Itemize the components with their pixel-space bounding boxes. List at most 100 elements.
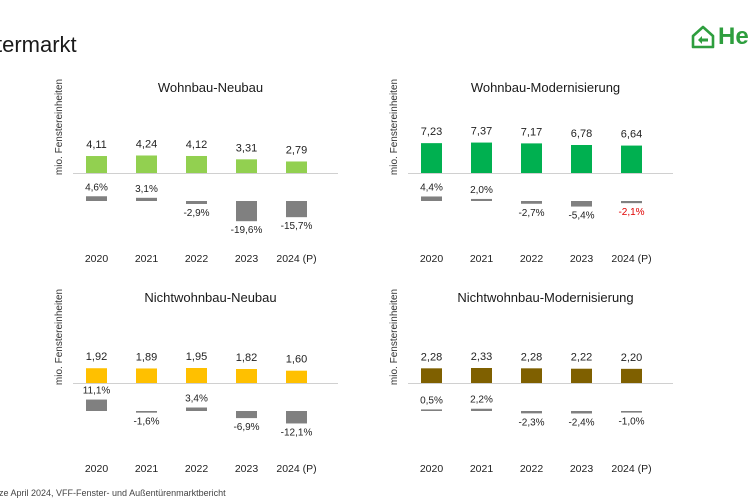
- volume-label: 2,20: [621, 352, 642, 364]
- change-label: -15,7%: [281, 221, 313, 232]
- change-label: 2,0%: [470, 185, 493, 196]
- change-label: -5,4%: [568, 211, 594, 222]
- chart-nichtwohnbau-modernisierung: Nichtwohnbau-Modernisierung mio. Fenstere…: [385, 285, 675, 485]
- volume-bar: [421, 143, 442, 173]
- volume-label: 7,23: [421, 126, 442, 138]
- change-bar: [86, 196, 107, 201]
- volume-label: 1,95: [186, 351, 207, 363]
- volume-label: 7,17: [521, 126, 542, 138]
- category-label: 2020: [420, 253, 444, 265]
- change-bar: [286, 411, 307, 424]
- volume-bar: [571, 368, 592, 383]
- category-label: 2021: [470, 253, 494, 265]
- volume-bar: [521, 143, 542, 173]
- category-label: 2024 (P): [611, 253, 651, 265]
- volume-label: 4,24: [136, 138, 157, 150]
- volume-bar: [471, 368, 492, 383]
- category-label: 2023: [570, 463, 594, 475]
- volume-label: 1,89: [136, 351, 157, 363]
- volume-bar: [236, 369, 257, 383]
- chart-title: Wohnbau-Modernisierung: [471, 80, 620, 95]
- change-label: 3,4%: [185, 393, 208, 404]
- y-axis-label: mio. Fenstereinheiten: [389, 79, 400, 175]
- change-bar: [236, 201, 257, 222]
- volume-bar: [136, 368, 157, 383]
- category-label: 2022: [520, 463, 544, 475]
- volume-bar: [421, 368, 442, 383]
- volume-label: 2,22: [571, 352, 592, 364]
- change-bar: [571, 411, 592, 414]
- volume-label: 3,31: [236, 142, 257, 154]
- volume-label: 1,60: [286, 354, 307, 366]
- category-label: 2024 (P): [276, 463, 316, 475]
- y-axis-label: mio. Fenstereinheiten: [389, 289, 400, 385]
- change-label: -2,9%: [183, 208, 209, 219]
- change-bar: [186, 407, 207, 411]
- volume-label: 2,28: [521, 351, 542, 363]
- change-bar: [136, 411, 157, 413]
- change-bar: [236, 411, 257, 419]
- volume-bar: [186, 368, 207, 383]
- volume-bar: [621, 145, 642, 173]
- category-label: 2021: [135, 463, 159, 475]
- volume-bar: [621, 368, 642, 383]
- change-label: -2,4%: [568, 417, 594, 428]
- category-label: 2022: [185, 463, 209, 475]
- volume-label: 4,12: [186, 139, 207, 151]
- volume-label: 7,37: [471, 126, 492, 138]
- change-label: 11,1%: [83, 386, 111, 397]
- change-label: 4,4%: [420, 182, 443, 193]
- category-label: 2020: [85, 463, 109, 475]
- chart-svg: Wohnbau-Modernisierung mio. Fenstereinhei…: [389, 79, 673, 265]
- volume-label: 2,33: [471, 351, 492, 363]
- y-axis-label: mio. Fenstereinheiten: [54, 79, 65, 175]
- change-label: -19,6%: [231, 225, 263, 236]
- change-label: -1,0%: [618, 417, 644, 428]
- change-label: 2,2%: [470, 395, 493, 406]
- category-label: 2020: [420, 463, 444, 475]
- change-bar: [621, 201, 642, 204]
- change-bar: [186, 201, 207, 204]
- change-bar: [136, 197, 157, 201]
- category-label: 2023: [235, 463, 259, 475]
- change-bar: [521, 411, 542, 414]
- volume-bar: [186, 155, 207, 173]
- volume-bar: [521, 368, 542, 383]
- change-bar: [421, 409, 442, 411]
- category-label: 2024 (P): [276, 253, 316, 265]
- y-axis-label: mio. Fenstereinheiten: [54, 289, 65, 385]
- change-label: -12,1%: [281, 427, 313, 438]
- volume-bar: [286, 370, 307, 383]
- chart-title: Nichtwohnbau-Neubau: [144, 290, 276, 305]
- volume-label: 2,79: [286, 144, 307, 156]
- change-label: 0,5%: [420, 395, 443, 406]
- change-label: -6,9%: [233, 422, 259, 433]
- change-bar: [421, 196, 442, 201]
- category-label: 2022: [185, 253, 209, 265]
- chart-svg: Wohnbau-Neubau mio. Fenstereinheiten 4,11 4…: [54, 79, 338, 265]
- change-label: 3,1%: [135, 184, 158, 195]
- volume-label: 1,92: [86, 351, 107, 363]
- category-label: 2024 (P): [611, 463, 651, 475]
- logo-house-icon: [691, 25, 715, 49]
- category-label: 2021: [135, 253, 159, 265]
- volume-bar: [236, 159, 257, 173]
- change-bar: [571, 201, 592, 207]
- change-bar: [621, 411, 642, 413]
- logo-text: Hei: [718, 23, 750, 50]
- change-label: -2,3%: [518, 417, 544, 428]
- chart-title: Wohnbau-Neubau: [158, 80, 263, 95]
- change-label: 4,6%: [85, 182, 108, 193]
- change-bar: [521, 201, 542, 204]
- chart-nichtwohnbau-neubau: Nichtwohnbau-Neubau mio. Fenstereinheiten…: [50, 285, 340, 485]
- change-label: -1,6%: [133, 417, 159, 428]
- volume-label: 1,82: [236, 352, 257, 364]
- category-label: 2023: [570, 253, 594, 265]
- category-label: 2022: [520, 253, 544, 265]
- category-label: 2020: [85, 253, 109, 265]
- company-logo: Hei: [690, 22, 750, 52]
- volume-bar: [86, 368, 107, 383]
- chart-svg: Nichtwohnbau-Neubau mio. Fenstereinheiten…: [54, 289, 338, 475]
- change-bar: [471, 198, 492, 201]
- volume-bar: [136, 155, 157, 173]
